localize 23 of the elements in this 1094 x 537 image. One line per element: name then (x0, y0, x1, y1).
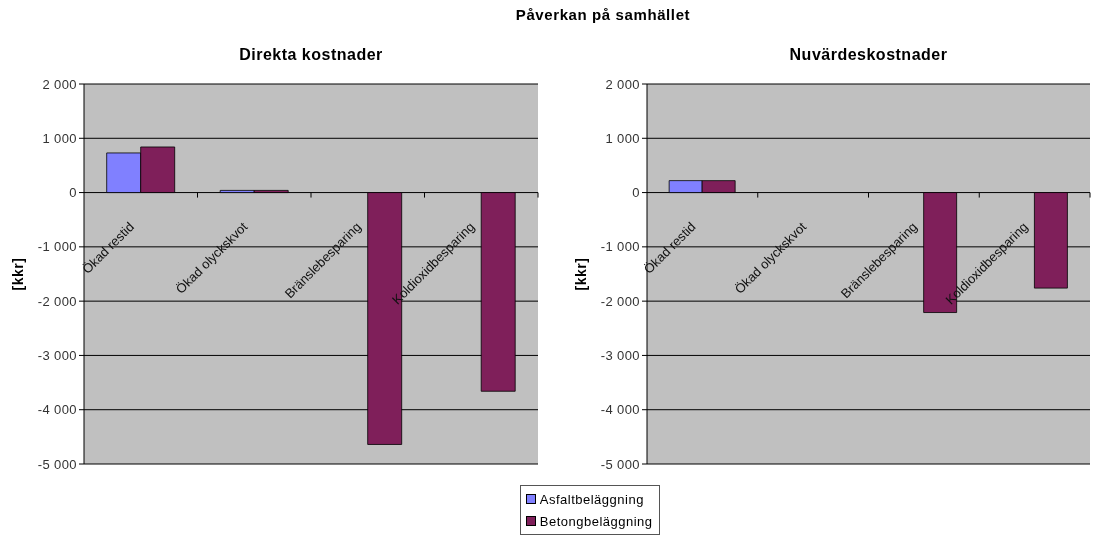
chart-title: Nuvärdeskostnader (788, 46, 949, 64)
legend-label: Asfaltbeläggning (539, 491, 644, 507)
y-axis-title: [kkr] (10, 256, 26, 293)
y-tick-label: -4 000 (600, 402, 640, 418)
chart-title: Direkta kostnader (238, 46, 384, 64)
y-tick-label: 1 000 (42, 130, 77, 146)
y-tick-label: -3 000 (600, 348, 640, 364)
y-tick-label: -1 000 (37, 239, 77, 255)
y-tick-label: -2 000 (600, 293, 640, 309)
y-tick-label: -1 000 (600, 239, 640, 255)
legend-label: Betongbeläggning (539, 513, 653, 529)
y-tick-label: -5 000 (37, 456, 77, 472)
y-tick-label: -4 000 (37, 402, 77, 418)
y-tick-label: -2 000 (37, 293, 77, 309)
text: Påverkan på samhället (514, 6, 692, 23)
y-tick-label: -3 000 (37, 348, 77, 364)
y-tick-label: 0 (632, 185, 640, 201)
y-tick-label: 2 000 (605, 76, 640, 92)
y-tick-label: -5 000 (600, 456, 640, 472)
y-tick-label: 0 (69, 185, 77, 201)
y-tick-label: 2 000 (42, 76, 77, 92)
y-axis-title: [kkr] (573, 256, 589, 293)
y-tick-label: 1 000 (605, 130, 640, 146)
